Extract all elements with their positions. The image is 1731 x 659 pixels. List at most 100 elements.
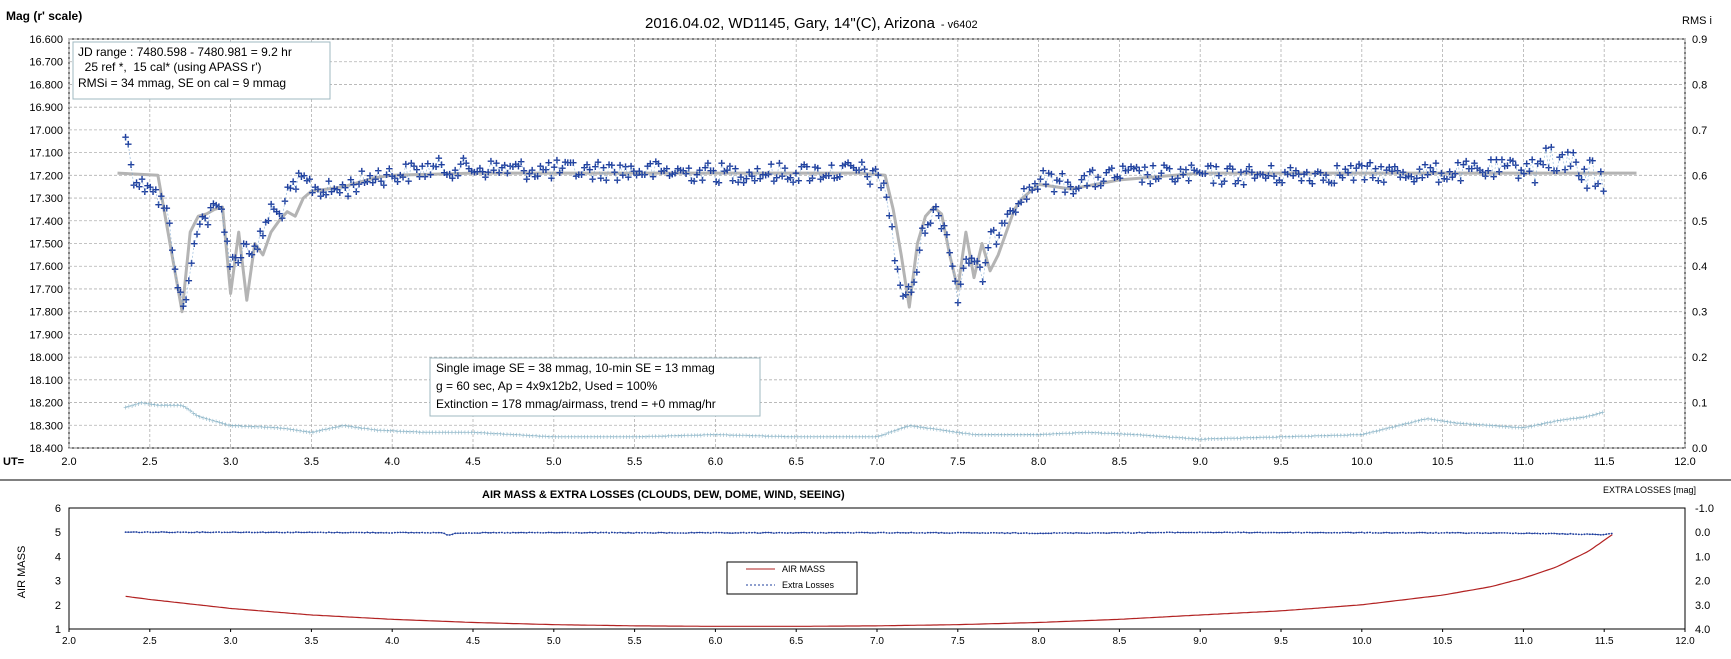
extra-losses-point — [273, 531, 275, 534]
rms-point: + — [773, 432, 778, 441]
magnitude-point: + — [339, 177, 347, 192]
magnitude-point: + — [858, 154, 866, 169]
rms-point: + — [741, 431, 746, 440]
rms-point: + — [495, 429, 500, 438]
extra-losses-point — [1253, 531, 1256, 534]
magnitude-point: + — [597, 171, 605, 186]
info-line-jd-range: JD range : 7480.598 - 7480.981 = 9.2 hr — [78, 45, 292, 59]
extra-losses-point — [1599, 533, 1602, 536]
rms-point: + — [1377, 426, 1382, 435]
rms-point: + — [1419, 416, 1424, 425]
rms-point: + — [1345, 431, 1350, 440]
extra-losses-point — [1487, 532, 1490, 535]
rms-point: + — [375, 426, 380, 435]
rms-point: + — [492, 429, 497, 438]
rms-point: + — [243, 422, 248, 431]
bottom-y-tick-label: 1 — [55, 624, 61, 636]
rms-point: + — [1080, 428, 1085, 437]
info-box-bottom: Single image SE = 38 mmag, 10-min SE = 1… — [429, 357, 761, 417]
magnitude-point: + — [163, 201, 171, 216]
magnitude-point: + — [630, 163, 638, 178]
magnitude-point: + — [998, 215, 1006, 230]
rms-point: + — [1241, 434, 1246, 443]
magnitude-point: + — [1026, 179, 1034, 194]
rms-point: + — [912, 422, 917, 431]
rms-point: + — [437, 428, 442, 437]
rms-point: + — [136, 399, 141, 408]
rms-point: + — [1400, 420, 1405, 429]
rms-point: + — [640, 432, 645, 441]
magnitude-point: + — [1394, 163, 1402, 178]
magnitude-point: + — [1177, 162, 1185, 177]
magnitude-point: + — [1111, 170, 1119, 185]
rms-point: + — [411, 428, 416, 437]
rms-point: + — [657, 432, 662, 441]
info-line-exposure: g = 60 sec, Ap = 4x9x12b2, Used = 100% — [436, 379, 657, 393]
rms-point: + — [1219, 434, 1224, 443]
rms-point: + — [857, 433, 862, 442]
top-x-tick-label: 11.0 — [1513, 456, 1534, 468]
rms-point: + — [1474, 420, 1479, 429]
rms-point: + — [430, 428, 435, 437]
magnitude-point: + — [1048, 167, 1056, 182]
extra-losses-point — [698, 531, 701, 534]
magnitude-point: + — [803, 159, 811, 174]
rms-point: + — [980, 430, 985, 439]
magnitude-point: + — [391, 170, 399, 185]
rms-point: + — [708, 431, 713, 440]
magnitude-point: + — [592, 159, 600, 174]
rms-point: + — [669, 432, 674, 441]
rms-point: + — [679, 431, 684, 440]
bottom-x-tick-labels: 2.0 2.5 3.0 3.5 4.0 4.5 5.0 5.5 6.0 6.5 7.0 7.5 8.0 8… — [62, 629, 1695, 647]
rms-point: + — [1532, 421, 1537, 430]
extra-losses-point — [1220, 531, 1223, 534]
rms-point: + — [1594, 410, 1599, 419]
extra-losses-point — [520, 531, 523, 534]
magnitude-point: + — [1114, 169, 1122, 184]
rms-point: + — [1468, 420, 1473, 429]
rms-point: + — [1141, 431, 1146, 440]
rms-point: + — [317, 426, 322, 435]
rms-point: + — [1138, 431, 1143, 440]
rms-point: + — [1222, 434, 1227, 443]
magnitude-point: + — [424, 156, 432, 171]
rms-point: + — [1416, 416, 1421, 425]
info-box-top: JD range : 7480.598 - 7480.981 = 9.2 hr … — [72, 41, 331, 100]
magnitude-point: + — [1031, 176, 1039, 191]
rms-point: + — [1458, 419, 1463, 428]
rms-point: + — [954, 428, 959, 437]
magnitude-point: + — [1339, 170, 1347, 185]
top-x-tick-label: 8.5 — [1112, 456, 1127, 468]
rms-point: + — [686, 431, 691, 440]
bottom-y-axis-label: AIR MASS — [16, 546, 28, 599]
rms-point: + — [353, 423, 358, 432]
magnitude-point: + — [333, 182, 341, 197]
rms-point: + — [1303, 432, 1308, 441]
magnitude-point: + — [655, 156, 663, 171]
extra-losses-point — [550, 531, 553, 534]
extra-losses-point — [270, 531, 273, 534]
magnitude-point: + — [1509, 154, 1517, 169]
magnitude-point: + — [968, 251, 976, 266]
magnitude-point: + — [1199, 166, 1207, 181]
rms-point: + — [230, 421, 235, 430]
rms-point: + — [585, 433, 590, 442]
rms-point: + — [1597, 409, 1602, 418]
rms-point: + — [1180, 434, 1185, 443]
magnitude-point: + — [1581, 161, 1589, 176]
rms-point: + — [463, 428, 468, 437]
magnitude-point: + — [616, 158, 624, 173]
magnitude-point: + — [1564, 144, 1572, 159]
rms-point: + — [482, 429, 487, 438]
magnitude-point: + — [976, 260, 984, 275]
top-y2-tick-label: 0.2 — [1692, 352, 1707, 364]
magnitude-point: + — [177, 284, 185, 299]
magnitude-point: + — [1471, 155, 1479, 170]
rms-point: + — [653, 432, 658, 441]
rms-point: + — [1251, 433, 1256, 442]
magnitude-point: + — [847, 158, 855, 173]
magnitude-point: + — [410, 158, 418, 173]
magnitude-point: + — [767, 157, 775, 172]
rms-point: + — [301, 427, 306, 436]
magnitude-point: + — [696, 163, 704, 178]
